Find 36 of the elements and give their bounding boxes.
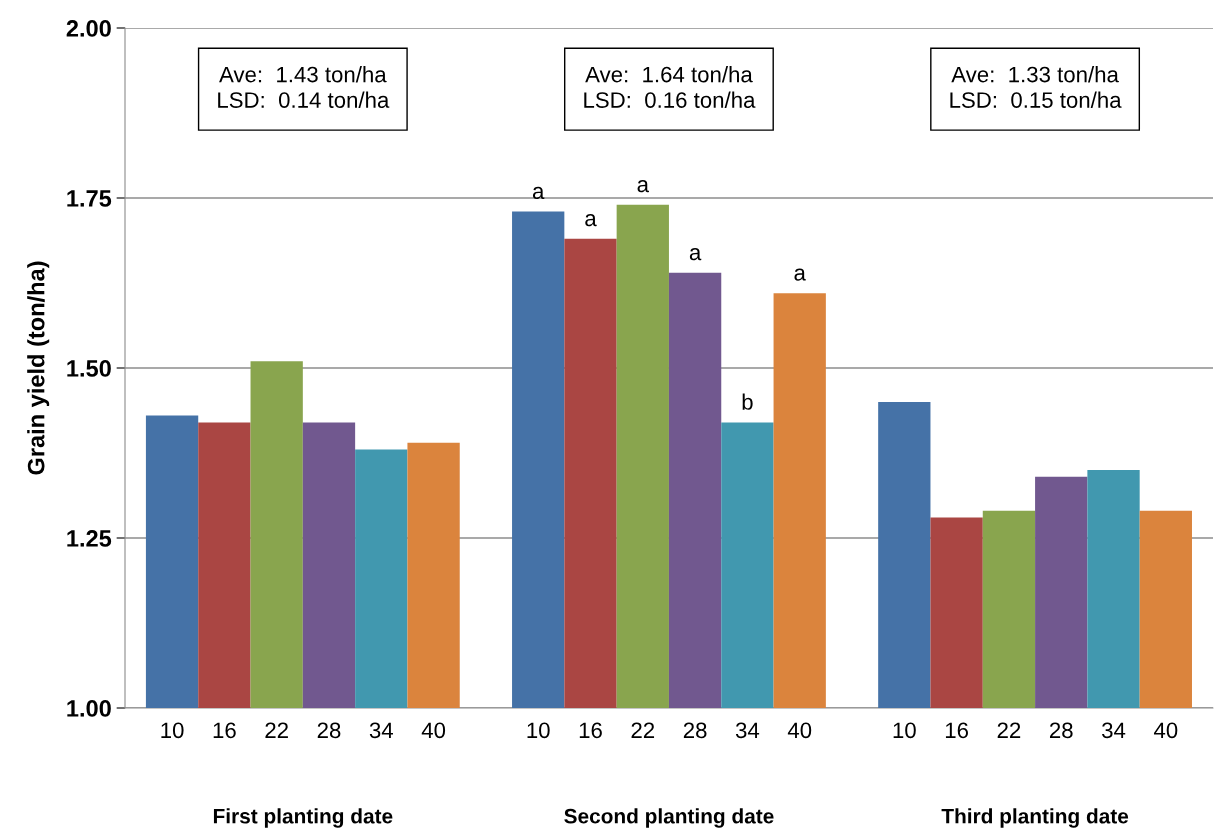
data-label: a bbox=[637, 180, 649, 193]
x-tick-label: 16 bbox=[579, 722, 602, 739]
y-tick-label: 1.25 bbox=[67, 530, 112, 547]
x-tick-label: 22 bbox=[265, 722, 288, 738]
x-tick-label: 16 bbox=[945, 722, 968, 739]
annotation: Ave: 1.43 ton/ha LSD: 0.14 ton/ha bbox=[218, 66, 390, 108]
x-tick-label: 28 bbox=[1049, 722, 1073, 739]
data-label: a bbox=[794, 268, 806, 281]
x-tick-label: 28 bbox=[683, 722, 707, 739]
x-tick-label: 22 bbox=[997, 722, 1021, 738]
y-tick-label: 1.75 bbox=[67, 190, 112, 207]
text: First planting date bbox=[213, 808, 393, 828]
annotation: Ave: 1.64 ton/ha LSD: 0.16 ton/ha bbox=[584, 66, 756, 108]
x-tick-label: 10 bbox=[893, 722, 916, 739]
data-label: b bbox=[742, 393, 753, 410]
x-tick-label: 16 bbox=[213, 722, 236, 739]
y-tick-label: 1.00 bbox=[67, 700, 111, 717]
x-tick-label: 40 bbox=[787, 722, 812, 739]
x-tick-label: 10 bbox=[527, 722, 550, 739]
x-tick-label: 34 bbox=[369, 722, 393, 739]
data-label: a bbox=[585, 214, 597, 227]
x-tick-label: 28 bbox=[317, 722, 341, 739]
text: Third planting date bbox=[941, 808, 1129, 828]
x-tick-label: 10 bbox=[161, 722, 184, 739]
y-tick-label: 2.00 bbox=[66, 20, 111, 37]
x-tick-label: 34 bbox=[735, 722, 760, 739]
annotation: Ave: 1.33 ton/ha LSD: 0.15 ton/ha bbox=[950, 66, 1122, 108]
data-label: a bbox=[532, 186, 545, 200]
y-axis-title: Grain yield (ton/ha) bbox=[27, 261, 50, 475]
data-label: a bbox=[689, 248, 702, 261]
text: Second planting date bbox=[564, 808, 774, 828]
y-tick-label: 1.50 bbox=[67, 360, 111, 377]
x-tick-label: 40 bbox=[1153, 722, 1178, 739]
x-tick-label: 34 bbox=[1102, 722, 1126, 739]
x-tick-label: 22 bbox=[631, 722, 655, 738]
x-tick-label: 40 bbox=[421, 722, 446, 739]
